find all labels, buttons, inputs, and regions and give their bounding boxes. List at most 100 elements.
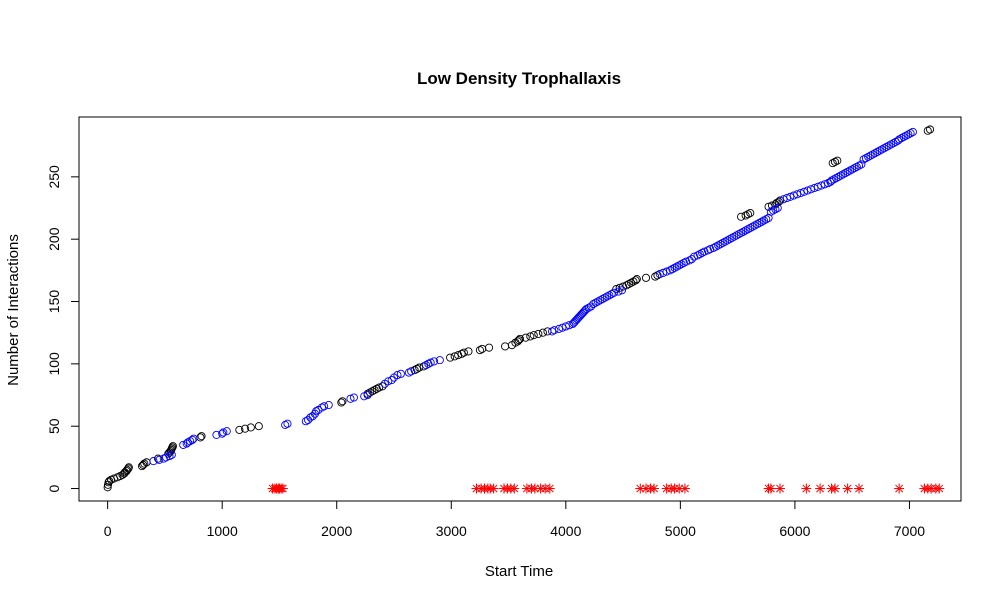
y-axis-label: Number of Interactions: [5, 234, 22, 386]
red-asterisk-point: [765, 483, 776, 494]
blue-circle-point: [591, 298, 600, 307]
x-tick-label: 1000: [207, 523, 238, 539]
blue-circle-point: [281, 420, 290, 429]
black-circle-point: [241, 424, 250, 433]
black-circle-point: [365, 388, 374, 397]
blue-circle-point: [212, 430, 221, 439]
blue-circle-point: [786, 192, 795, 201]
blue-circle-point: [706, 245, 715, 254]
red-asterisk-point: [815, 483, 826, 494]
blue-circle-point: [904, 130, 913, 139]
y-tick-label: 0: [46, 484, 62, 492]
black-circle-point: [926, 125, 935, 134]
black-circle-point: [627, 278, 636, 287]
black-circle-point: [741, 211, 750, 220]
blue-circle-point: [424, 359, 433, 368]
black-circle-point: [615, 283, 624, 292]
blue-circle-point: [773, 203, 782, 213]
black-circle-point: [254, 422, 263, 431]
blue-circle-point: [810, 184, 819, 193]
blue-circle-point: [167, 450, 176, 459]
red-asterisk-point: [679, 483, 690, 494]
black-circle-point: [246, 423, 255, 432]
blue-circle-point: [793, 190, 802, 199]
blue-circle-point: [877, 145, 887, 154]
blue-circle-point: [396, 369, 405, 378]
blue-circle-point: [603, 292, 612, 301]
black-circle-point: [526, 332, 535, 341]
black-circle-point: [419, 362, 428, 371]
blue-circle-point: [283, 419, 292, 428]
blue-circle-point: [755, 218, 764, 228]
x-tick-label: 5000: [665, 523, 696, 539]
black-circle-point: [412, 364, 421, 373]
black-circle-point: [513, 337, 522, 346]
blue-circle-point: [189, 434, 198, 443]
blue-circle-point: [730, 232, 739, 241]
y-tick-label: 250: [46, 165, 62, 189]
x-tick-label: 6000: [779, 523, 810, 539]
blue-circle-point: [709, 243, 718, 252]
blue-circle-point: [548, 327, 557, 336]
blue-circle-point: [727, 233, 736, 242]
blue-circle-point: [700, 247, 709, 256]
x-tick-label: 7000: [894, 523, 925, 539]
blue-circle-point: [384, 377, 393, 386]
black-circle-point: [454, 351, 463, 360]
blue-circle-point: [179, 440, 188, 449]
red-asterisk-point: [842, 483, 853, 494]
black-circle-point: [415, 363, 424, 372]
blue-circle-point: [848, 165, 857, 174]
blue-circle-point: [899, 132, 908, 141]
red-asterisk-point: [488, 483, 499, 494]
black-circle-point: [464, 347, 473, 356]
blue-circle-point: [718, 238, 727, 247]
blue-circle-point: [841, 169, 850, 178]
black-circle-point: [737, 212, 746, 221]
black-circle-point: [168, 442, 177, 451]
black-circle-point: [124, 463, 133, 472]
blue-circle-point: [609, 288, 618, 297]
black-circle-point: [485, 343, 494, 352]
black-circle-point: [830, 157, 840, 166]
blue-circle-point: [589, 299, 598, 309]
blue-circle-point: [324, 400, 333, 410]
black-circle-point: [338, 397, 347, 406]
blue-circle-point: [859, 155, 868, 164]
x-axis: 0 1000 2000 3000 4000 5000 6000 7000: [104, 500, 925, 539]
blue-circle-point: [561, 322, 570, 331]
blue-circle-point: [693, 251, 702, 260]
blue-circle-point: [746, 223, 755, 233]
blue-circle-point: [659, 268, 668, 277]
black-circle-point: [923, 126, 932, 135]
blue-circle-point: [838, 170, 848, 179]
blue-circle-point: [861, 154, 870, 163]
blue-circle-point: [188, 435, 197, 444]
black-circle-point: [103, 483, 112, 492]
blue-circle-point: [800, 187, 809, 196]
blue-circle-point: [762, 215, 771, 224]
black-circle-point: [450, 352, 459, 361]
black-circle-point: [515, 334, 525, 343]
blue-circle-point: [901, 131, 911, 140]
blue-circle-point: [219, 428, 228, 437]
black-circle-point: [624, 280, 633, 289]
black-circle-point: [534, 329, 543, 338]
blue-circle-point: [662, 267, 671, 276]
blue-circle-point: [880, 144, 889, 153]
blue-circle-point: [672, 262, 681, 271]
blue-circle-point: [843, 167, 852, 176]
red-asterisk-point: [544, 483, 555, 494]
black-circle-point: [459, 348, 468, 357]
blue-circle-point: [600, 293, 609, 302]
black-circle-point: [743, 210, 752, 219]
blue-circle-point: [677, 260, 686, 269]
blue-circle-point: [614, 287, 623, 296]
red-asterisk-point: [775, 483, 786, 494]
red-asterisk-point: [830, 483, 840, 494]
red-asterisk-point: [934, 483, 945, 494]
blue-circle-point: [668, 265, 677, 274]
blue-circle-point: [716, 240, 725, 249]
blue-circle-point: [771, 205, 780, 214]
blue-circle-point: [737, 228, 746, 237]
